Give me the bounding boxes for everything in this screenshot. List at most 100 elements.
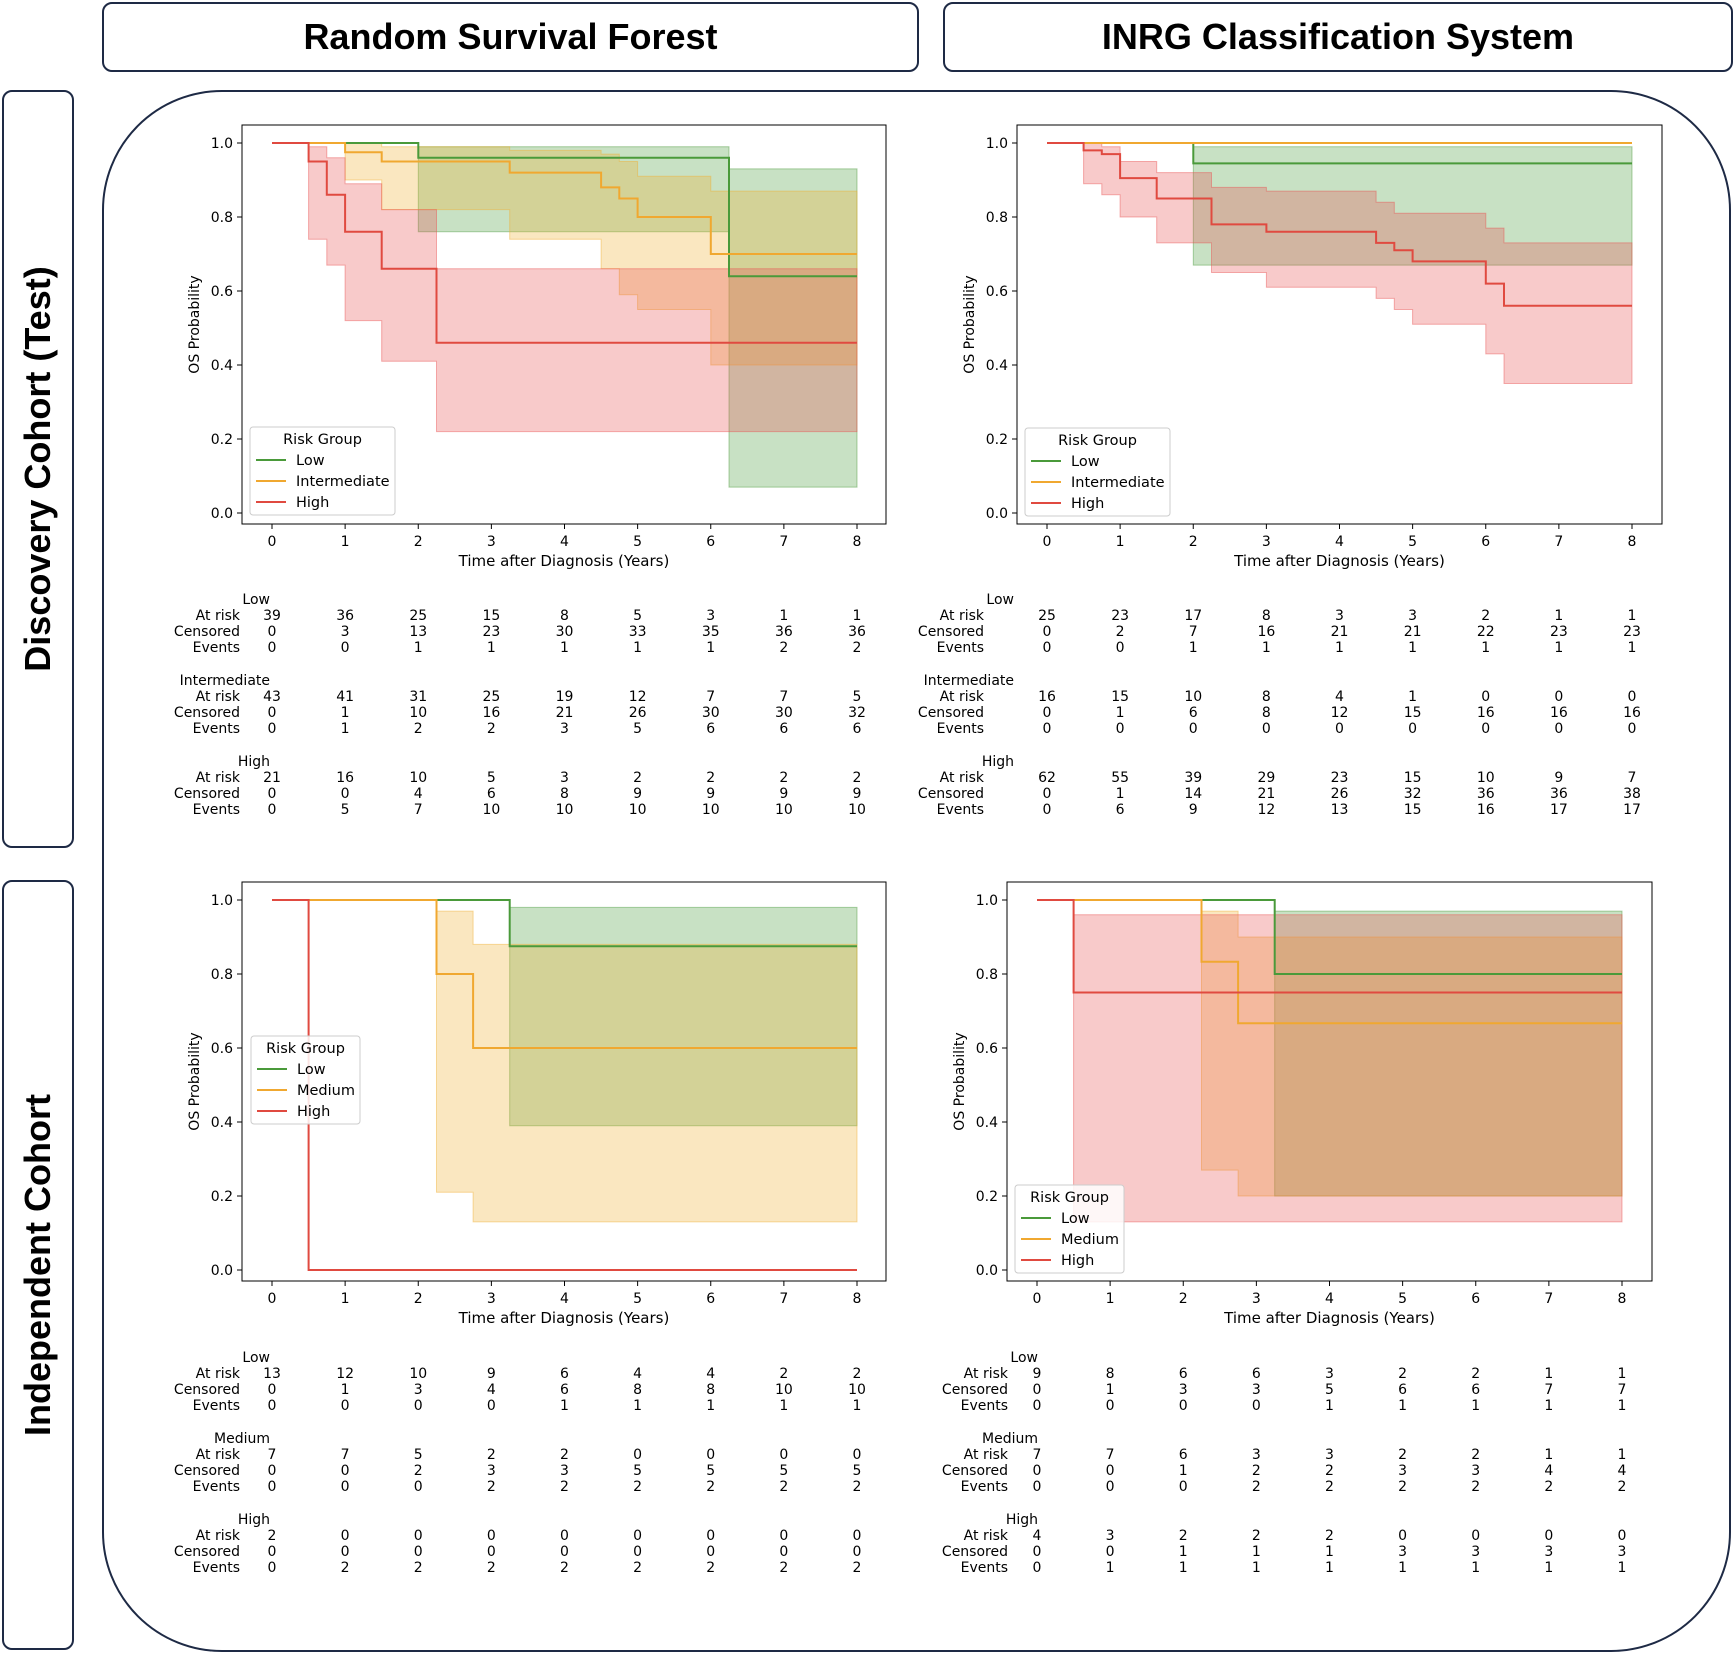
y-tick-label: 0.6 bbox=[976, 1041, 998, 1057]
risk-cell: 2 bbox=[487, 1447, 496, 1463]
risk-row-label: At risk bbox=[940, 770, 985, 786]
risk-cell: 7 bbox=[1628, 770, 1637, 786]
risk-cell: 0 bbox=[1043, 786, 1052, 802]
risk-cell: 6 bbox=[487, 786, 496, 802]
risk-cell: 5 bbox=[1325, 1382, 1334, 1398]
risk-cell: 0 bbox=[1116, 640, 1125, 656]
risk-cell: 6 bbox=[1116, 802, 1125, 818]
risk-cell: 8 bbox=[633, 1382, 642, 1398]
risk-cell: 23 bbox=[1550, 624, 1568, 640]
risk-cell: 2 bbox=[560, 1479, 569, 1495]
column-header-rsf: Random Survival Forest bbox=[102, 2, 919, 72]
risk-cell: 0 bbox=[414, 1544, 423, 1560]
risk-row-label: At risk bbox=[196, 1528, 241, 1544]
risk-cell: 0 bbox=[1106, 1398, 1115, 1414]
risk-cell: 3 bbox=[414, 1382, 423, 1398]
legend-label-high: High bbox=[297, 1104, 330, 1120]
risk-cell: 5 bbox=[633, 608, 642, 624]
x-tick-label: 7 bbox=[779, 1291, 788, 1307]
risk-cell: 38 bbox=[1623, 786, 1641, 802]
risk-cell: 2 bbox=[1471, 1366, 1480, 1382]
risk-cell: 0 bbox=[487, 1528, 496, 1544]
panel-frame bbox=[102, 90, 1731, 1652]
risk-cell: 2 bbox=[414, 1560, 423, 1576]
risk-cell: 12 bbox=[1257, 802, 1275, 818]
risk-row-label: Events bbox=[193, 721, 240, 737]
y-tick-label: 0.6 bbox=[986, 284, 1008, 300]
risk-cell: 6 bbox=[779, 721, 788, 737]
risk-row-label: Events bbox=[193, 640, 240, 656]
risk-group-name: Low bbox=[1010, 1350, 1038, 1366]
risk-cell: 1 bbox=[1544, 1398, 1553, 1414]
legend-label-low: Low bbox=[296, 453, 325, 469]
risk-cell: 1 bbox=[560, 1398, 569, 1414]
risk-cell: 6 bbox=[560, 1366, 569, 1382]
risk-cell: 1 bbox=[1544, 1447, 1553, 1463]
y-tick-label: 0.4 bbox=[211, 358, 233, 374]
risk-group-name: Low bbox=[986, 592, 1014, 608]
risk-cell: 6 bbox=[1471, 1382, 1480, 1398]
risk-cell: 0 bbox=[706, 1528, 715, 1544]
risk-cell: 25 bbox=[1038, 608, 1056, 624]
risk-cell: 0 bbox=[1554, 721, 1563, 737]
risk-group-name: Medium bbox=[214, 1431, 270, 1447]
x-tick-label: 4 bbox=[1335, 534, 1344, 550]
risk-cell: 3 bbox=[706, 608, 715, 624]
risk-cell: 10 bbox=[409, 705, 427, 721]
risk-cell: 6 bbox=[560, 1382, 569, 1398]
risk-cell: 0 bbox=[1043, 705, 1052, 721]
risk-row-label: At risk bbox=[196, 770, 241, 786]
risk-cell: 36 bbox=[1477, 786, 1495, 802]
risk-cell: 0 bbox=[1481, 689, 1490, 705]
risk-cell: 9 bbox=[1554, 770, 1563, 786]
x-axis-label: Time after Diagnosis (Years) bbox=[458, 1309, 670, 1327]
risk-cell: 1 bbox=[1408, 640, 1417, 656]
risk-cell: 2 bbox=[1398, 1366, 1407, 1382]
y-tick-label: 0.6 bbox=[211, 1041, 233, 1057]
risk-cell: 7 bbox=[1618, 1382, 1627, 1398]
legend-box bbox=[1014, 1184, 1125, 1274]
risk-cell: 1 bbox=[1325, 1544, 1334, 1560]
risk-cell: 4 bbox=[487, 1382, 496, 1398]
risk-cell: 15 bbox=[482, 608, 500, 624]
risk-cell: 0 bbox=[633, 1528, 642, 1544]
risk-cell: 1 bbox=[1179, 1463, 1188, 1479]
risk-cell: 1 bbox=[853, 1398, 862, 1414]
risk-cell: 0 bbox=[1554, 689, 1563, 705]
risk-cell: 3 bbox=[1335, 608, 1344, 624]
risk-cell: 3 bbox=[1471, 1463, 1480, 1479]
x-tick-label: 6 bbox=[1481, 534, 1490, 550]
risk-cell: 23 bbox=[1623, 624, 1641, 640]
risk-cell: 0 bbox=[1179, 1398, 1188, 1414]
risk-cell: 1 bbox=[1618, 1560, 1627, 1576]
x-tick-label: 3 bbox=[1252, 1291, 1261, 1307]
risk-cell: 1 bbox=[414, 640, 423, 656]
risk-cell: 0 bbox=[853, 1544, 862, 1560]
legend-box bbox=[250, 1035, 361, 1125]
x-tick-label: 0 bbox=[1033, 1291, 1042, 1307]
risk-cell: 5 bbox=[633, 721, 642, 737]
risk-cell: 12 bbox=[336, 1366, 354, 1382]
risk-cell: 2 bbox=[1471, 1447, 1480, 1463]
risk-cell: 21 bbox=[1404, 624, 1422, 640]
risk-cell: 3 bbox=[1325, 1447, 1334, 1463]
risk-cell: 1 bbox=[1116, 786, 1125, 802]
risk-cell: 2 bbox=[853, 640, 862, 656]
risk-cell: 10 bbox=[409, 1366, 427, 1382]
risk-cell: 2 bbox=[633, 770, 642, 786]
ci-band-high bbox=[1047, 142, 1633, 384]
risk-cell: 0 bbox=[633, 1544, 642, 1560]
risk-cell: 4 bbox=[633, 1366, 642, 1382]
risk-cell: 33 bbox=[629, 624, 647, 640]
risk-cell: 26 bbox=[1331, 786, 1349, 802]
x-tick-label: 2 bbox=[414, 534, 423, 550]
risk-cell: 10 bbox=[1477, 770, 1495, 786]
risk-cell: 1 bbox=[1116, 705, 1125, 721]
x-axis-label: Time after Diagnosis (Years) bbox=[1233, 552, 1445, 570]
risk-cell: 10 bbox=[848, 1382, 866, 1398]
x-tick-label: 6 bbox=[706, 1291, 715, 1307]
y-axis-label: OS Probability bbox=[952, 1032, 968, 1130]
risk-cell: 7 bbox=[706, 689, 715, 705]
risk-row-label: Events bbox=[937, 640, 984, 656]
